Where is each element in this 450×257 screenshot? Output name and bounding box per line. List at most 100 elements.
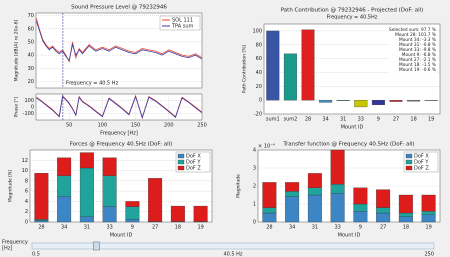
bar [371,100,385,106]
legend-label: DoF Y [414,160,429,166]
legend-label: Mount 27: -2.1 % [399,57,436,63]
bar [354,100,368,108]
legend-label: DoF Z [414,166,429,172]
x-tick-label: 31 [312,225,318,231]
chart-title: Transfer function @ Frequency 40.5Hz (Do… [282,142,414,148]
bar-segment [421,211,436,215]
x-tick-label: 31 [84,225,90,231]
x-tick-label: 200 [164,123,174,129]
y-tick-label: 60 [256,56,262,62]
bar-segment [330,149,345,185]
bar-segment [376,207,391,214]
bar-segment [170,205,185,222]
chart-subtitle: Frequency = 40.5Hz [327,15,378,21]
bar-segment [376,212,391,223]
bar-segment [285,182,300,192]
bar-segment [353,211,368,223]
bar-segment [102,157,117,176]
y-tick-label: 100 [24,98,34,104]
x-tick-label: 27 [152,225,158,231]
legend-label: Mount 28: 101.7 % [395,32,436,38]
y-tick-label: 40 [256,70,262,76]
x-tick-label: 34 [322,117,328,123]
bar-segment [102,175,117,207]
y-tick-label: 70 [28,13,34,19]
y-tick-label: 40 [28,53,34,59]
chart-title: Forces @ Frequency 40.5Hz (DoF: all) [70,142,173,148]
x-tick-label: 150 [131,123,141,129]
y-axis-label: Magnitude [N] [8,170,14,202]
bar-segment [125,201,140,207]
x-axis-label: Mount ID [110,233,133,239]
x-tick-label: 9 [131,225,134,231]
legend-swatch [405,153,413,159]
bar-segment [421,214,436,223]
bar-segment [34,220,49,223]
bar-segment [285,191,300,197]
x-tick-label: 27 [393,117,399,123]
x-tick-label: sum2 [283,117,297,123]
legend-box [403,151,439,173]
y-tick-label: 50 [28,39,34,45]
bar [283,53,297,101]
y-axis-label: Phase [°] [14,96,20,117]
x-tick-label: 27 [380,225,386,231]
x-tick-label: 18 [410,117,416,123]
x-tick-label: 250 [197,123,207,129]
bar-segment [398,194,413,214]
legend-swatch [405,159,413,165]
y-tick-label: 20 [256,84,262,90]
y-tick-label: 0 [253,220,256,226]
bar [407,100,421,102]
y-tick-label: 0 [259,98,262,104]
chart-title: Sound Pressure Level @ 79232946 [71,5,167,11]
bar-segment [353,203,368,212]
x-tick-label: 19 [197,225,203,231]
slider-track[interactable] [31,242,435,250]
x-tick-label: 9 [377,117,380,123]
legend-swatch [405,165,413,171]
slider-label: [Hz] [2,246,12,252]
slider-thumb[interactable] [93,241,100,251]
x-tick-label: sum1 [266,117,280,123]
x-tick-label: 9 [359,225,362,231]
legend-label: SOL 111 [172,18,193,24]
bar-segment [125,219,140,223]
y-tick-label: 0 [25,220,28,226]
bar-segment [376,189,391,208]
legend-label: DoF Y [186,160,201,166]
cursor-annotation: Frequency = 40.5 Hz [66,81,119,87]
bar-segment [34,219,49,221]
y-tick-label: 4 [25,199,28,205]
bar-segment [285,196,300,223]
y-tick-label: -20 [254,112,262,118]
line-series [35,20,203,62]
bar-segment [262,207,277,214]
bar-segment [57,175,72,197]
y-tick-label: 20 [28,79,34,85]
bar-segment [102,206,117,223]
legend-swatch [177,165,185,171]
x-tick-label: 19 [428,117,434,123]
line-series [36,95,203,119]
legend-label: TPA sum [171,24,194,30]
bar-segment [330,193,345,223]
x-tick-label: 33 [358,117,364,123]
line-series [35,18,203,63]
x-tick-label: 19 [425,225,431,231]
x-tick-label: 33 [334,225,340,231]
bar-segment [353,187,368,205]
legend-label: Mount 31: -0.8 % [399,42,436,48]
x-tick-label: 18 [175,225,181,231]
bar [319,100,333,103]
bar-segment [307,173,322,188]
bar-segment [57,196,72,223]
y-tick-label: 0 [31,105,34,111]
bar [301,29,315,101]
x-axis-label: Mount ID [338,233,361,239]
x-tick-label: 50 [66,123,72,129]
bar-segment [79,152,94,169]
x-tick-label: 18 [403,225,409,231]
axis-multiplier: × 10⁻⁴ [258,144,275,150]
legend-label: DoF X [414,154,429,160]
